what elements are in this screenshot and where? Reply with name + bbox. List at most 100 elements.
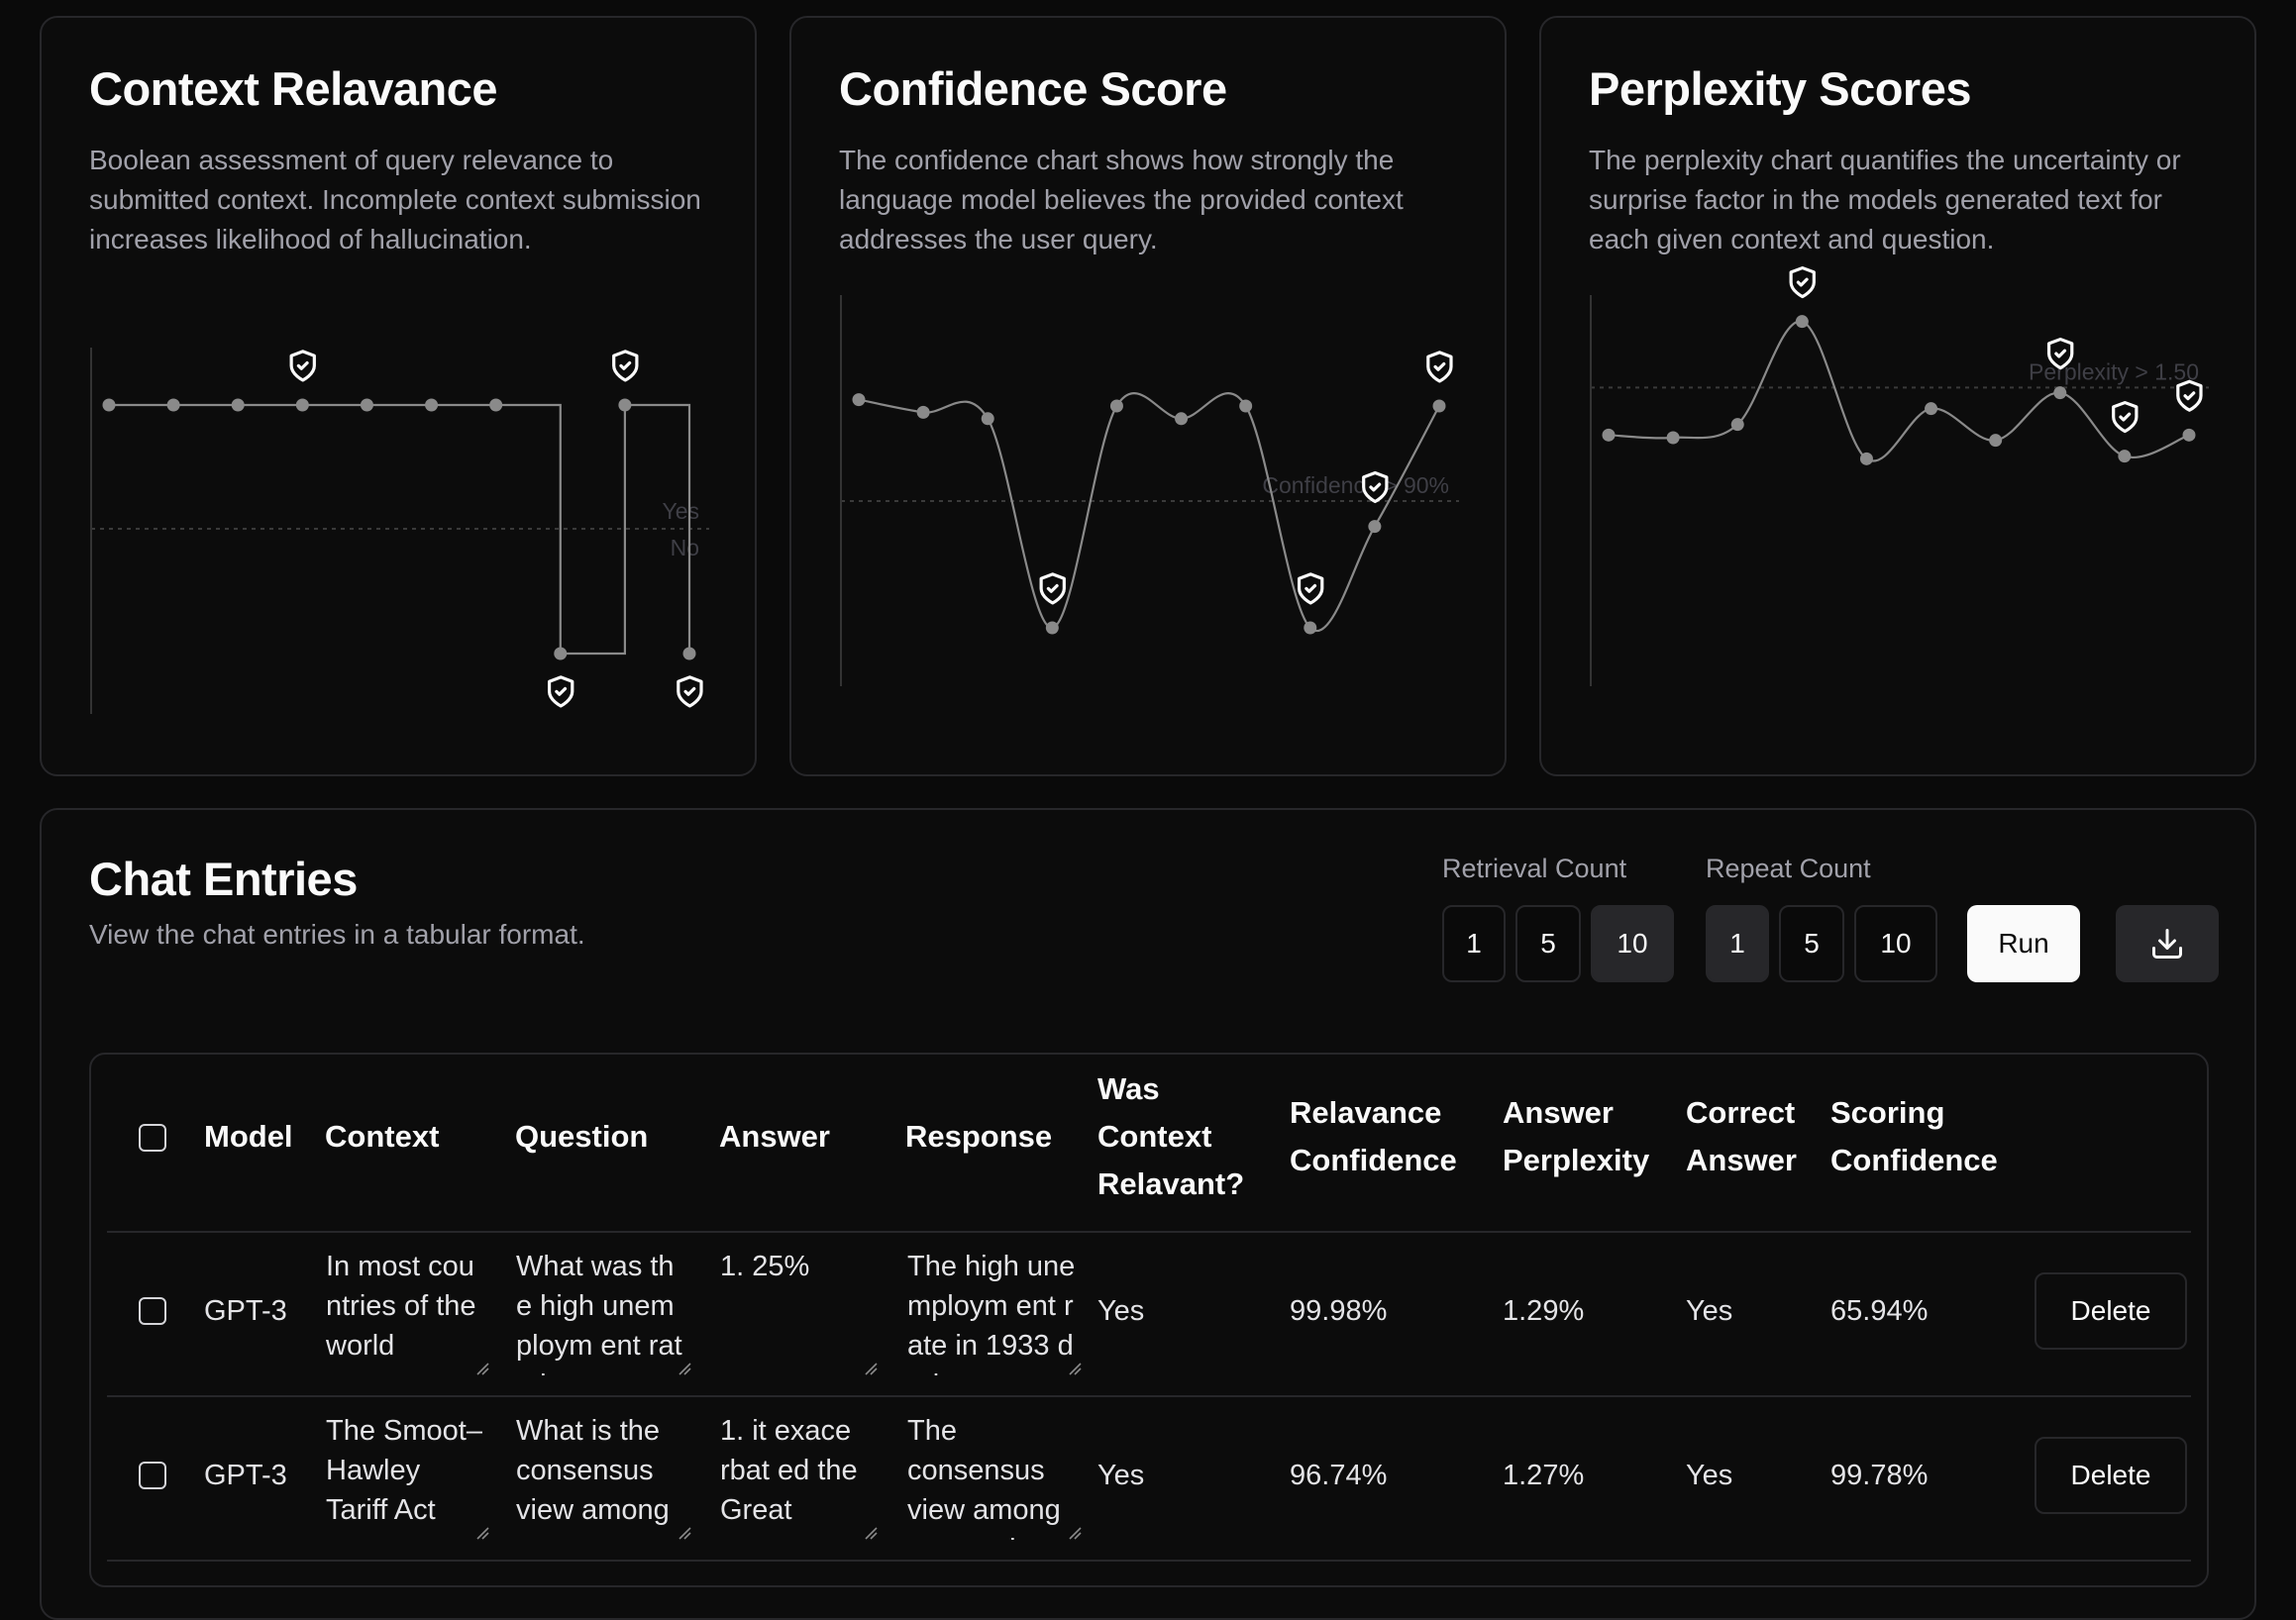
- delete-button[interactable]: Delete: [2035, 1437, 2187, 1514]
- row-checkbox[interactable]: [139, 1462, 166, 1489]
- entries-title: Chat Entries: [89, 853, 358, 905]
- shield-check-icon: [547, 675, 574, 708]
- repeat-option-1[interactable]: 1: [1706, 905, 1769, 982]
- data-point[interactable]: [2053, 386, 2067, 400]
- shield-check-icon: [1789, 265, 1816, 299]
- data-point[interactable]: [1730, 418, 1744, 432]
- data-point[interactable]: [1666, 431, 1680, 445]
- confidence-score-card: Confidence Score The confidence chart sh…: [789, 16, 1507, 776]
- cell-model: GPT-3: [204, 1295, 287, 1327]
- retrieval-option-5[interactable]: 5: [1515, 905, 1581, 982]
- resize-handle-icon[interactable]: [678, 1362, 691, 1375]
- card-description: Boolean assessment of query relevance to…: [89, 145, 701, 254]
- data-point[interactable]: [981, 412, 994, 426]
- delete-button[interactable]: Delete: [2035, 1272, 2187, 1350]
- data-point[interactable]: [1989, 434, 2003, 448]
- perplexity-chart: Perplexity > 1.50: [1590, 265, 2209, 686]
- retrieval-option-1[interactable]: 1: [1442, 905, 1506, 982]
- cell-scoring-confidence: 65.94%: [1830, 1295, 1929, 1327]
- series-line: [858, 392, 1440, 632]
- context-relevance-card: Context Relavance Boolean assessment of …: [40, 16, 757, 776]
- data-point[interactable]: [1368, 520, 1382, 534]
- data-point[interactable]: [852, 393, 866, 407]
- cell-context[interactable]: In most countries of the world: [326, 1251, 476, 1362]
- data-point[interactable]: [295, 398, 309, 412]
- col-response: Response: [905, 1119, 1053, 1154]
- resize-handle-icon[interactable]: [475, 1526, 489, 1540]
- col-relevant-line1: Was: [1097, 1071, 1160, 1106]
- cell-answer[interactable]: 1. it exacerbat ed the Great: [720, 1415, 858, 1526]
- col-correct-line1: Correct: [1686, 1095, 1796, 1130]
- resize-handle-icon[interactable]: [1068, 1526, 1082, 1540]
- row-checkbox[interactable]: [139, 1297, 166, 1325]
- ref-label-yes: Yes: [662, 498, 699, 524]
- data-point[interactable]: [554, 647, 568, 660]
- cell-relevance-confidence: 96.74%: [1290, 1460, 1388, 1491]
- repeat-option-5[interactable]: 5: [1779, 905, 1844, 982]
- cell-response[interactable]: The consensus view among economists: [907, 1415, 1061, 1540]
- retrieval-option-10[interactable]: 10: [1591, 905, 1674, 982]
- data-point[interactable]: [1432, 399, 1446, 413]
- shield-check-icon: [2112, 400, 2139, 434]
- shield-check-icon: [1426, 351, 1453, 383]
- col-relevant-line2: Context: [1097, 1119, 1212, 1154]
- card-title: Context Relavance: [89, 62, 498, 115]
- cell-context[interactable]: The Smoot–Hawley Tariff Act: [326, 1415, 482, 1526]
- data-point[interactable]: [231, 398, 245, 412]
- retrieval-count-label: Retrieval Count: [1442, 854, 1627, 883]
- data-point[interactable]: [1304, 621, 1317, 635]
- data-point[interactable]: [166, 398, 180, 412]
- entries-description: View the chat entries in a tabular forma…: [89, 919, 585, 950]
- download-button[interactable]: [2116, 905, 2219, 982]
- data-point[interactable]: [1109, 399, 1123, 413]
- data-point[interactable]: [1239, 399, 1253, 413]
- data-point[interactable]: [2118, 450, 2132, 463]
- cell-perplexity: 1.27%: [1503, 1460, 1585, 1491]
- card-description: The confidence chart shows how strongly …: [839, 145, 1404, 254]
- cell-question[interactable]: What was the high unemploym ent rate in: [516, 1251, 682, 1375]
- data-point[interactable]: [2182, 428, 2196, 442]
- cell-question[interactable]: What is the consensus view among: [516, 1415, 670, 1526]
- cell-scoring-confidence: 99.78%: [1830, 1460, 1929, 1491]
- col-relevant-line3: Relavant?: [1097, 1166, 1245, 1201]
- data-point[interactable]: [1602, 428, 1616, 442]
- cell-model: GPT-3: [204, 1460, 287, 1491]
- resize-handle-icon[interactable]: [864, 1526, 878, 1540]
- entries-table: Model Context Question Answer Response W…: [89, 1053, 2209, 1587]
- data-point[interactable]: [425, 398, 439, 412]
- col-scoring-confidence-line1: Scoring: [1830, 1095, 1945, 1130]
- data-point[interactable]: [682, 647, 696, 660]
- data-point[interactable]: [618, 398, 632, 412]
- reference-label: Confidence > 90%: [1262, 472, 1449, 498]
- card-title: Confidence Score: [839, 62, 1227, 115]
- data-point[interactable]: [360, 398, 373, 412]
- shield-check-icon: [1039, 572, 1066, 605]
- col-perplexity-line2: Perplexity: [1503, 1143, 1650, 1177]
- run-button[interactable]: Run: [1967, 905, 2080, 982]
- data-point[interactable]: [1045, 621, 1059, 635]
- repeat-count-label: Repeat Count: [1706, 854, 1871, 883]
- resize-handle-icon[interactable]: [1068, 1362, 1082, 1375]
- resize-handle-icon[interactable]: [475, 1362, 489, 1375]
- repeat-option-10[interactable]: 10: [1854, 905, 1937, 982]
- shield-check-icon: [2176, 379, 2203, 412]
- col-scoring-confidence-line2: Confidence: [1830, 1143, 1998, 1177]
- row-divider: [107, 1560, 2191, 1562]
- data-point[interactable]: [1795, 315, 1809, 329]
- resize-handle-icon[interactable]: [864, 1362, 878, 1375]
- row-divider: [107, 1395, 2191, 1397]
- resize-handle-icon[interactable]: [678, 1526, 691, 1540]
- series-line: [1608, 320, 2190, 462]
- data-point[interactable]: [1925, 402, 1938, 416]
- cell-response[interactable]: The high unemploym ent rate in 1933 duri…: [907, 1251, 1076, 1375]
- data-point[interactable]: [1859, 452, 1873, 465]
- col-correct-line2: Answer: [1686, 1143, 1797, 1177]
- data-point[interactable]: [916, 405, 930, 419]
- data-point[interactable]: [489, 398, 503, 412]
- cell-answer[interactable]: 1. 25%: [720, 1251, 810, 1282]
- data-point[interactable]: [102, 398, 116, 412]
- shield-check-icon: [612, 350, 639, 382]
- select-all-checkbox[interactable]: [139, 1124, 166, 1152]
- header-divider: [107, 1231, 2191, 1233]
- data-point[interactable]: [1175, 412, 1189, 426]
